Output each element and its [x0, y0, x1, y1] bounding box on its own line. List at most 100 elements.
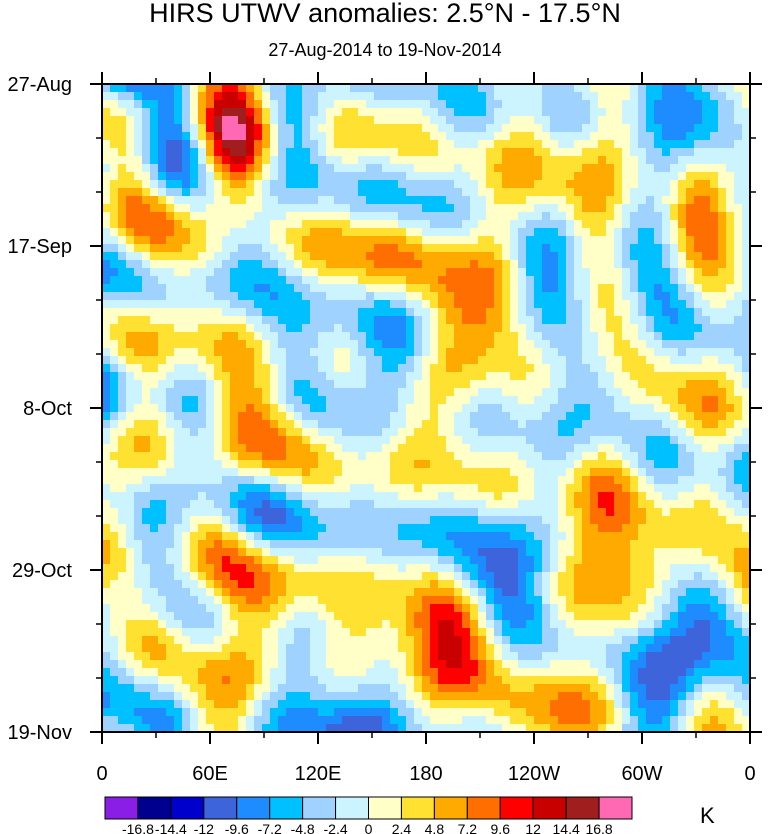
field-cell [718, 92, 727, 101]
field-cell [238, 172, 247, 181]
field-cell [502, 116, 511, 125]
field-cell [238, 404, 247, 413]
field-cell [310, 428, 319, 437]
field-cell [694, 508, 703, 517]
field-cell [214, 340, 223, 349]
field-cell [390, 356, 399, 365]
field-cell [166, 356, 175, 365]
field-cell [510, 444, 519, 453]
field-cell [622, 180, 631, 189]
field-cell [638, 436, 647, 445]
field-cell [686, 292, 695, 301]
field-cell [390, 372, 399, 381]
field-cell [478, 524, 487, 533]
field-cell [638, 300, 647, 309]
field-cell [390, 468, 399, 477]
field-cell [342, 556, 351, 565]
field-cell [670, 540, 679, 549]
field-cell [358, 180, 367, 189]
field-cell [718, 332, 727, 341]
field-cell [710, 124, 719, 133]
field-cell [102, 140, 111, 149]
field-cell [686, 156, 695, 165]
field-cell [382, 356, 391, 365]
field-cell [446, 268, 455, 277]
field-cell [142, 148, 151, 157]
field-cell [502, 220, 511, 229]
field-cell [710, 388, 719, 397]
field-cell [462, 276, 471, 285]
field-cell [262, 548, 271, 557]
field-cell [574, 340, 583, 349]
field-cell [638, 188, 647, 197]
field-cell [414, 572, 423, 581]
field-cell [566, 300, 575, 309]
field-cell [398, 164, 407, 173]
field-cell [422, 236, 431, 245]
field-cell [302, 228, 311, 237]
field-cell [174, 132, 183, 141]
field-cell [214, 356, 223, 365]
field-cell [110, 268, 119, 277]
field-cell [670, 452, 679, 461]
field-cell [150, 420, 159, 429]
field-cell [174, 228, 183, 237]
field-cell [118, 148, 127, 157]
field-cell [470, 268, 479, 277]
field-cell [702, 484, 711, 493]
field-cell [542, 556, 551, 565]
field-cell [102, 516, 111, 525]
field-cell [174, 428, 183, 437]
field-cell [582, 524, 591, 533]
field-cell [494, 108, 503, 117]
field-cell [374, 236, 383, 245]
field-cell [118, 92, 127, 101]
field-cell [422, 484, 431, 493]
field-cell [254, 396, 263, 405]
field-cell [302, 356, 311, 365]
field-cell [166, 364, 175, 373]
field-cell [422, 132, 431, 141]
field-cell [734, 156, 743, 165]
field-cell [190, 260, 199, 269]
field-cell [710, 468, 719, 477]
field-cell [606, 340, 615, 349]
field-cell [318, 524, 327, 533]
field-cell [422, 180, 431, 189]
field-cell [534, 508, 543, 517]
field-cell [214, 460, 223, 469]
field-cell [262, 380, 271, 389]
field-cell [358, 348, 367, 357]
field-cell [606, 84, 615, 93]
field-cell [462, 300, 471, 309]
field-cell [686, 404, 695, 413]
field-cell [638, 556, 647, 565]
field-cell [678, 188, 687, 197]
field-cell [430, 492, 439, 501]
field-cell [406, 356, 415, 365]
field-cell [606, 532, 615, 541]
field-cell [286, 340, 295, 349]
field-cell [662, 492, 671, 501]
field-cell [494, 404, 503, 413]
field-cell [606, 564, 615, 573]
field-cell [102, 108, 111, 117]
field-cell [574, 556, 583, 565]
field-cell [454, 332, 463, 341]
field-cell [502, 212, 511, 221]
field-cell [398, 404, 407, 413]
field-cell [614, 140, 623, 149]
field-cell [686, 380, 695, 389]
field-cell [718, 324, 727, 333]
field-cell [118, 500, 127, 509]
field-cell [622, 132, 631, 141]
field-cell [318, 268, 327, 277]
field-cell [702, 356, 711, 365]
field-cell [630, 212, 639, 221]
field-cell [134, 172, 143, 181]
field-cell [118, 276, 127, 285]
field-cell [734, 92, 743, 101]
field-cell [598, 92, 607, 101]
field-cell [470, 436, 479, 445]
field-cell [646, 292, 655, 301]
